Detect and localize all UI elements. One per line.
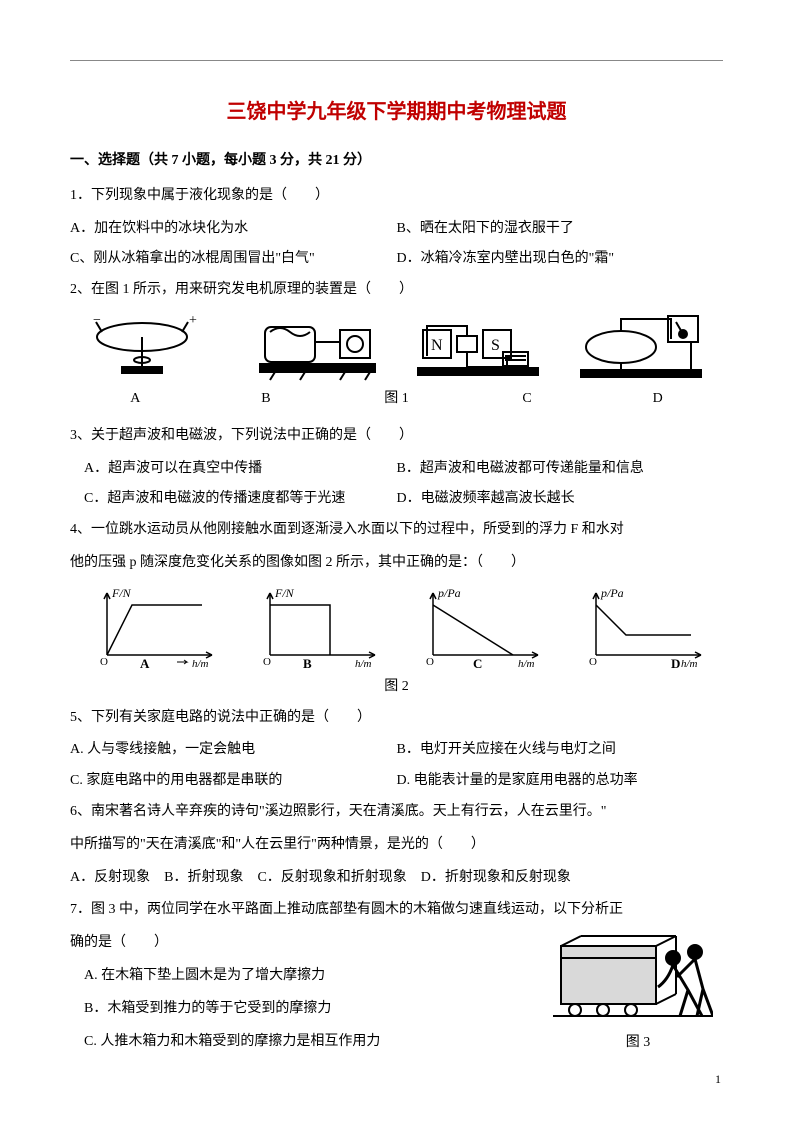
q7-opt-a: A. 在木箱下垫上圆木是为了增大摩擦力: [70, 961, 553, 992]
q4-label-b: B: [303, 656, 312, 670]
q2-device-a-icon: − +: [87, 312, 217, 382]
q4-chart-b: F/N O h/m B: [245, 585, 385, 670]
q5-opt-b: B．电灯开关应接在火线与电灯之间: [397, 735, 724, 766]
svg-text:h/m: h/m: [518, 658, 535, 670]
q7-opt-b: B．木箱受到推力的等于它受到的摩擦力: [70, 994, 553, 1025]
q7-fig-caption: 图 3: [553, 1028, 723, 1059]
q6-stem-2: 中所描写的"天在清溪底"和"人在云里行"两种情景，是光的（ ）: [70, 830, 723, 861]
svg-text:O: O: [589, 656, 597, 668]
q7-stem-2: 确的是（ ）: [70, 928, 553, 959]
q4-caption: 图 2: [70, 672, 723, 703]
q6-stem-1: 6、南宋著名诗人辛弃疾的诗句"溪边照影行，天在清溪底。天上有行云，人在云里行。": [70, 797, 723, 828]
q5-opt-d: D. 电能表计量的是家庭用电器的总功率: [397, 766, 724, 797]
exam-title: 三饶中学九年级下学期期中考物理试题: [70, 90, 723, 134]
svg-text:N: N: [431, 337, 443, 354]
q1-opt-a: A．加在饮料中的冰块化为水: [70, 214, 397, 245]
svg-text:S: S: [491, 337, 500, 354]
q2-label-b: B: [201, 384, 332, 415]
q7-figure-icon: [553, 928, 713, 1028]
page-number: 1: [715, 1066, 721, 1092]
q4-stem-2: 他的压强 p 随深度危变化关系的图像如图 2 所示，其中正确的是：（ ）: [70, 548, 723, 579]
svg-text:p/Pa: p/Pa: [437, 586, 461, 600]
section-1-heading: 一、选择题（共 7 小题，每小题 3 分，共 21 分）: [70, 146, 723, 177]
q3-opt-d: D．电磁波频率越高波长越长: [397, 484, 724, 515]
q3-row2: C．超声波和电磁波的传播速度都等于光速 D．电磁波频率越高波长越长: [70, 484, 723, 515]
q6-opts: A．反射现象 B．折射现象 C．反射现象和折射现象 D．折射现象和反射现象: [70, 863, 723, 894]
q7-opt-c: C. 人推木箱力和木箱受到的摩擦力是相互作用力: [70, 1027, 553, 1058]
svg-text:h/m: h/m: [192, 658, 209, 670]
q3-opt-c: C．超声波和电磁波的传播速度都等于光速: [70, 484, 397, 515]
q3-opt-b: B．超声波和电磁波都可传递能量和信息: [397, 454, 724, 485]
svg-text:F/N: F/N: [111, 586, 132, 600]
svg-text:F/N: F/N: [274, 586, 295, 600]
q5-row1: A. 人与零线接触，一定会触电 B．电灯开关应接在火线与电灯之间: [70, 735, 723, 766]
q5-opt-c: C. 家庭电路中的用电器都是串联的: [70, 766, 397, 797]
top-rule: [70, 60, 723, 61]
q3-stem: 3、关于超声波和电磁波，下列说法中正确的是（ ）: [70, 421, 723, 452]
q1-opt-d: D．冰箱冷冻室内壁出现白色的"霜": [397, 244, 724, 275]
svg-text:+: +: [189, 313, 197, 328]
q2-label-a: A: [70, 384, 201, 415]
q4-label-a: A: [140, 656, 150, 670]
q2-figures: − + N S: [70, 312, 723, 382]
q2-stem: 2、在图 1 所示，用来研究发电机原理的装置是（ ）: [70, 275, 723, 306]
q1-stem: 1．下列现象中属于液化现象的是（ ）: [70, 181, 723, 212]
q7-stem-1: 7．图 3 中，两位同学在水平路面上推动底部垫有圆木的木箱做匀速直线运动，以下分…: [70, 895, 723, 926]
svg-text:h/m: h/m: [681, 658, 698, 670]
svg-text:−: −: [93, 313, 101, 328]
q2-device-d-icon: [576, 312, 706, 382]
q1-opt-b: B、晒在太阳下的湿衣服干了: [397, 214, 724, 245]
q2-label-mid: 图 1: [331, 384, 462, 415]
q1-opts-row2: C、刚从冰箱拿出的冰棍周围冒出"白气" D．冰箱冷冻室内壁出现白色的"霜": [70, 244, 723, 275]
q2-labels: A B 图 1 C D: [70, 384, 723, 415]
q5-stem: 5、下列有关家庭电路的说法中正确的是（ ）: [70, 703, 723, 734]
q1-opts-row1: A．加在饮料中的冰块化为水 B、晒在太阳下的湿衣服干了: [70, 214, 723, 245]
q2-label-d: D: [592, 384, 723, 415]
q4-chart-a: F/N O h/m A: [82, 585, 222, 670]
q3-row1: A．超声波可以在真空中传播 B．超声波和电磁波都可传递能量和信息: [70, 454, 723, 485]
q1-opt-c: C、刚从冰箱拿出的冰棍周围冒出"白气": [70, 244, 397, 275]
q3-opt-a: A．超声波可以在真空中传播: [70, 454, 397, 485]
q4-label-c: C: [473, 656, 482, 670]
q5-opt-a: A. 人与零线接触，一定会触电: [70, 735, 397, 766]
svg-text:O: O: [263, 656, 271, 668]
q5-row2: C. 家庭电路中的用电器都是串联的 D. 电能表计量的是家庭用电器的总功率: [70, 766, 723, 797]
svg-text:h/m: h/m: [355, 658, 372, 670]
svg-text:p/Pa: p/Pa: [600, 586, 624, 600]
q2-device-c-icon: N S: [413, 312, 543, 382]
q4-chart-c: p/Pa O h/m C: [408, 585, 548, 670]
q4-charts: F/N O h/m A F/N O h/m B p/Pa O h/m C: [70, 585, 723, 670]
q4-stem-1: 4、一位跳水运动员从他刚接触水面到逐渐浸入水面以下的过程中，所受到的浮力 F 和…: [70, 515, 723, 546]
q4-chart-d: p/Pa O h/m D: [571, 585, 711, 670]
svg-text:O: O: [100, 656, 108, 668]
q2-label-c: C: [462, 384, 593, 415]
q4-label-d: D: [671, 656, 680, 670]
q2-device-b-icon: [250, 312, 380, 382]
svg-text:O: O: [426, 656, 434, 668]
